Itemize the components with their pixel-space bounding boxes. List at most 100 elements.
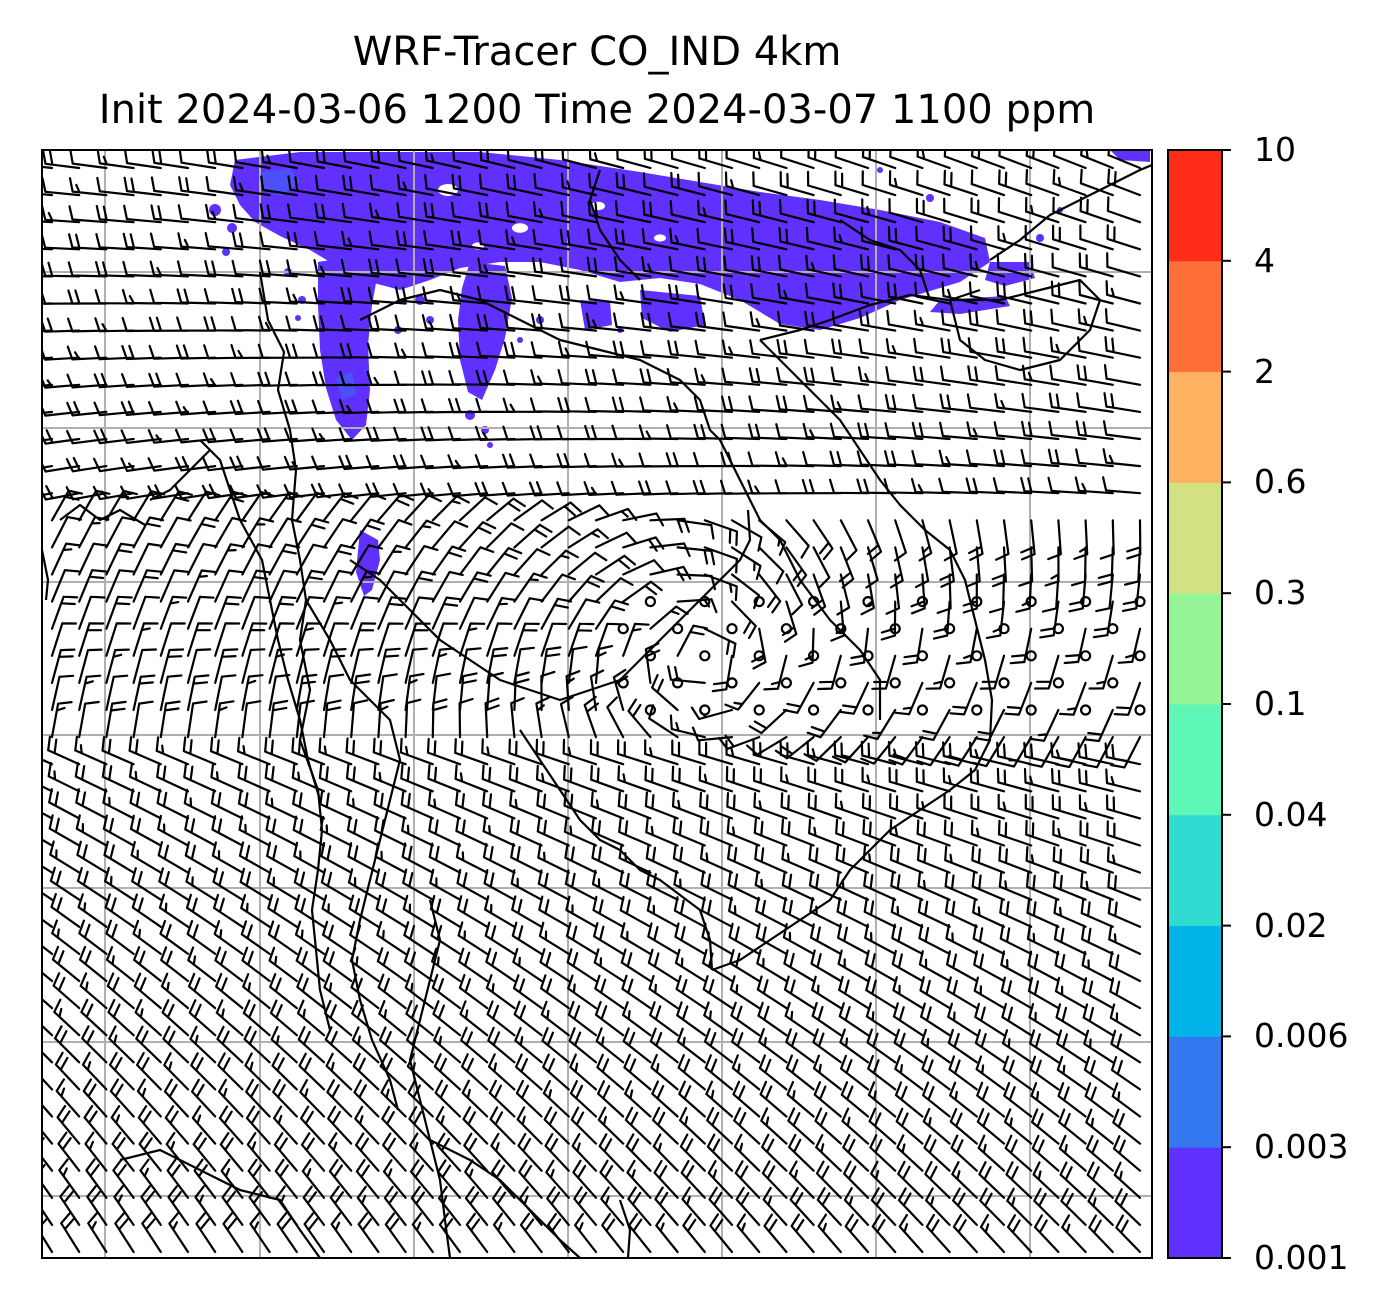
wind-barb (460, 1026, 489, 1064)
wind-barb (585, 312, 625, 332)
wind-barb (841, 1107, 870, 1145)
wind-barb (1108, 924, 1142, 955)
wind-barb (204, 232, 244, 251)
wind-barb (519, 1186, 543, 1226)
wind-barb (652, 1133, 679, 1172)
wind-barb (505, 201, 543, 224)
wind-barb (923, 1134, 951, 1172)
wind-barb (842, 1134, 870, 1172)
calm-wind-marker (780, 677, 793, 689)
wind-barb (650, 1053, 679, 1091)
wind-barb (380, 1079, 407, 1118)
calm-wind-marker (753, 650, 765, 662)
wind-barb (396, 174, 434, 197)
wind-barb (318, 763, 353, 793)
wind-barb (148, 401, 190, 416)
wind-barb (623, 1053, 652, 1091)
wind-barb (567, 551, 608, 576)
wind-barb (349, 920, 380, 955)
wind-barb (969, 253, 1006, 278)
wind-barb (884, 450, 924, 468)
wind-barb (653, 1159, 679, 1199)
wind-barb (649, 1001, 679, 1037)
wind-barb (351, 999, 380, 1037)
wind-barb (186, 569, 217, 603)
wind-barb (165, 1131, 190, 1172)
wind-barb (51, 919, 81, 955)
wind-barb (750, 283, 788, 305)
wind-barb (324, 1026, 353, 1064)
wind-barb (477, 229, 516, 251)
wind-barb (120, 457, 162, 472)
calm-wind-marker (889, 677, 901, 689)
wind-barb (1080, 150, 1114, 170)
wind-barb (265, 815, 298, 847)
wind-barb (122, 232, 162, 251)
wind-barb (159, 490, 193, 522)
wind-barb (346, 815, 380, 847)
wind-barb (811, 975, 842, 1010)
wind-barb (531, 285, 570, 305)
wind-barb (784, 1001, 815, 1037)
wind-barb (404, 647, 428, 684)
wind-barb (214, 700, 235, 739)
wind-barb (756, 949, 788, 983)
wind-barb (536, 790, 570, 820)
wind-barb (951, 1161, 978, 1199)
calm-wind-marker (971, 650, 983, 662)
wind-barb (540, 549, 579, 576)
wind-barb (367, 286, 407, 305)
wind-barb (1077, 336, 1114, 359)
wind-barb (340, 258, 380, 278)
wind-barb (944, 845, 978, 874)
wind-barb (749, 339, 788, 359)
wind-barb (702, 948, 734, 983)
wind-barb (429, 894, 462, 928)
wind-barb (42, 918, 54, 928)
wind-barb (946, 950, 978, 983)
wind-barb (268, 699, 289, 739)
wind-barb (1077, 742, 1114, 766)
wind-barb (1029, 708, 1060, 742)
plume-gap (512, 223, 528, 233)
wind-barb (925, 654, 951, 690)
wind-barb (1026, 924, 1060, 955)
wind-barb (1048, 420, 1087, 441)
wind-barb (368, 230, 407, 251)
wind-barb (96, 176, 135, 197)
wind-barb (78, 542, 109, 576)
wind-barb (287, 203, 326, 224)
wind-barb (511, 895, 543, 928)
wind-barb (747, 423, 788, 441)
wind-barb (322, 622, 350, 657)
wind-barb (758, 573, 782, 614)
wind-barb (103, 840, 135, 874)
coastline (618, 1199, 632, 1258)
wind-barb (943, 197, 978, 224)
wind-barb (679, 1107, 706, 1145)
wind-barb (338, 427, 380, 443)
wind-barb (111, 1131, 135, 1172)
wind-barb (474, 481, 516, 497)
wind-barb (574, 1212, 598, 1254)
wind-barb (810, 949, 842, 983)
wind-barb (1079, 168, 1114, 197)
plume-speck (487, 442, 493, 448)
wind-barb (325, 1052, 353, 1091)
wind-barb (220, 1158, 244, 1199)
map-frame (41, 149, 1153, 1259)
wind-barb (42, 1024, 54, 1037)
wind-barb (431, 545, 467, 576)
wind-barb (484, 697, 500, 739)
wind-barb (667, 665, 706, 684)
wind-barb (804, 310, 842, 332)
wind-barb (508, 764, 543, 793)
wind-barb (513, 622, 540, 657)
wind-barb (540, 573, 577, 603)
wind-barb (676, 1001, 706, 1037)
wind-barb (788, 1133, 815, 1172)
wind-barb (377, 973, 407, 1010)
wind-barb (943, 169, 978, 197)
wind-barb (155, 736, 190, 766)
wind-barb (377, 596, 407, 630)
